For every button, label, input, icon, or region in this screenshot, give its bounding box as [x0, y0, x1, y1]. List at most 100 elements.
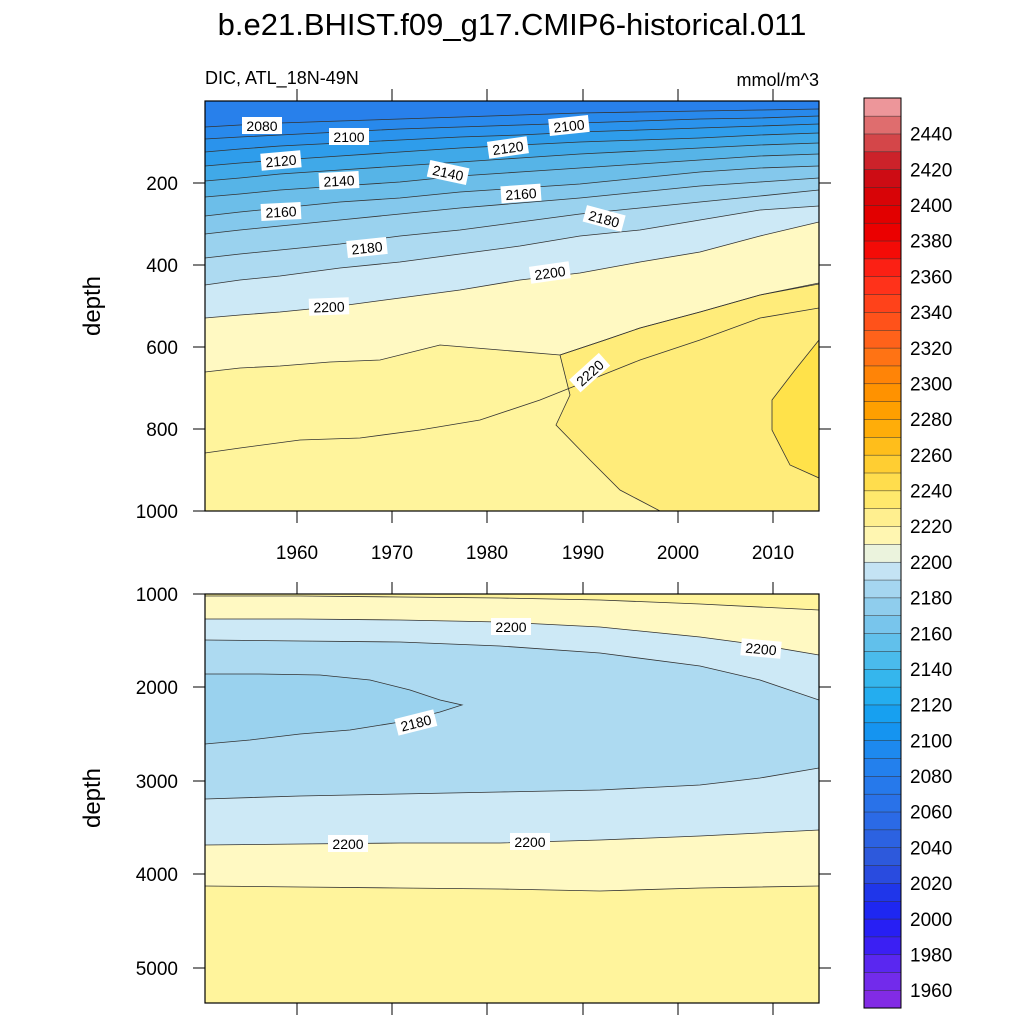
contour-label: 2100 [329, 128, 369, 145]
colorbar-segment [863, 383, 902, 402]
colorbar-segment [863, 829, 902, 848]
contour-label: 2120 [486, 136, 529, 159]
colorbar-segment [863, 472, 902, 492]
colorbar-tick-label: 2360 [910, 267, 952, 288]
y-tick-label: 2000 [136, 678, 178, 699]
contour-label: 2180 [582, 205, 626, 232]
contour-line-2100 [205, 115, 819, 140]
colorbar-segment [863, 704, 902, 724]
colorbar-segment [863, 222, 902, 242]
colorbar-segment [863, 329, 902, 349]
fill-2220-region [556, 283, 819, 511]
fill-2090-band [205, 101, 819, 127]
colorbar-segment [863, 436, 902, 456]
contour-line-2190-bottom [205, 767, 819, 800]
colorbar-segment [863, 686, 902, 706]
contour-line-2110 [205, 123, 819, 153]
contour-label-text: 2160 [265, 203, 297, 221]
colorbar-segment [863, 918, 902, 938]
colorbar-segment [863, 276, 902, 295]
contour-label: 2160 [500, 183, 542, 204]
lower-contour-fills [205, 594, 819, 1003]
lower-panel-frame [204, 593, 820, 1004]
colorbar-segment [863, 811, 902, 831]
upper-y-tick-labels: 200 400 600 800 1000 [136, 174, 178, 523]
colorbar-segment [863, 294, 902, 313]
upper-x-ticks [296, 89, 774, 523]
contour-label-text: 2180 [399, 711, 433, 734]
colorbar-tick-label: 2440 [910, 125, 952, 146]
colorbar-frame [863, 97, 902, 1009]
colorbar-segment [863, 204, 902, 224]
colorbar-segment [863, 597, 902, 616]
contour-label: 2200 [528, 261, 571, 284]
colorbar-segment [863, 97, 902, 117]
colorbar-segment [863, 133, 902, 153]
contour-label: 2120 [260, 150, 302, 171]
colorbar: 1960 1980 2000 2020 2040 2060 2080 2100 2120 2140… [863, 97, 952, 1009]
fill-2240-region [772, 340, 819, 478]
colorbar-segment [863, 454, 902, 474]
lower-contour-labels: 2200 2200 2180 2200 2200 [328, 618, 782, 852]
contour-label-text: 2100 [333, 129, 364, 145]
colorbar-segment [863, 258, 902, 277]
colorbar-tick-label: 2320 [910, 339, 952, 360]
y-tick-label: 400 [146, 256, 178, 277]
contour-line-2170 [205, 189, 819, 259]
colorbar-tick-label: 2140 [910, 660, 952, 681]
contour-label-text: 2180 [587, 207, 621, 231]
upper-contour-lines [205, 108, 819, 511]
colorbar-tick-label: 2160 [910, 624, 952, 645]
colorbar-segment [863, 722, 902, 741]
colorbar-segment [863, 775, 902, 795]
contour-label: 2200 [308, 297, 350, 316]
contour-label-text: 2140 [431, 162, 465, 184]
contour-label-text: 2120 [265, 152, 298, 171]
y-tick-label: 600 [146, 338, 178, 359]
contour-label-text: 2120 [491, 138, 524, 158]
contour-label-text: 2200 [495, 619, 526, 635]
colorbar-segment [863, 525, 902, 545]
colorbar-segment [863, 151, 902, 170]
colorbar-tick-label: 2340 [910, 303, 952, 324]
colorbar-tick-label: 2260 [910, 446, 952, 467]
x-tick-label: 1980 [466, 543, 508, 564]
colorbar-segment [863, 490, 902, 509]
contour-line-2140 [205, 153, 819, 198]
colorbar-segment [863, 401, 902, 420]
fill-2210-upper-strip [205, 594, 819, 610]
contour-line-2190-top [205, 639, 819, 701]
contour-label: 2160 [260, 201, 302, 222]
colorbar-segment [863, 418, 902, 438]
y-tick-label: 5000 [136, 959, 178, 980]
colorbar-tick-label: 2060 [910, 803, 952, 824]
y-tick-label: 800 [146, 420, 178, 441]
y-tick-label: 1000 [136, 585, 178, 606]
fill-2170-core [205, 674, 462, 744]
colorbar-tick-label: 2120 [910, 696, 952, 717]
colorbar-segment [863, 972, 902, 991]
colorbar-segment [863, 240, 902, 260]
contour-label: 2140 [318, 170, 360, 191]
y-tick-label: 4000 [136, 865, 178, 886]
lower-x-ticks [296, 582, 774, 1015]
colorbar-segment [863, 936, 902, 956]
lower-y-tick-labels: 1000 2000 3000 4000 5000 [136, 585, 178, 980]
colorbar-tick-label: 2020 [910, 874, 952, 895]
colorbar-segment [863, 847, 902, 866]
contour-label-text: 2140 [323, 172, 355, 190]
contour-label-text: 2180 [351, 238, 384, 257]
colorbar-tick-label: 2420 [910, 160, 952, 181]
upper-x-tick-labels: 1960 1970 1980 1990 2000 2010 [276, 543, 794, 564]
colorbar-segment [863, 543, 902, 563]
contour-label-text: 2200 [332, 836, 363, 852]
units-label: mmol/m^3 [737, 70, 819, 90]
colorbar-segment [863, 793, 902, 813]
x-tick-label: 2010 [752, 543, 794, 564]
colorbar-tick-label: 1980 [910, 946, 952, 967]
y-tick-label: 1000 [136, 502, 178, 523]
lower-y-ticks [193, 593, 831, 969]
contour-label: 2100 [548, 114, 590, 137]
contour-line-2180 [205, 205, 819, 286]
